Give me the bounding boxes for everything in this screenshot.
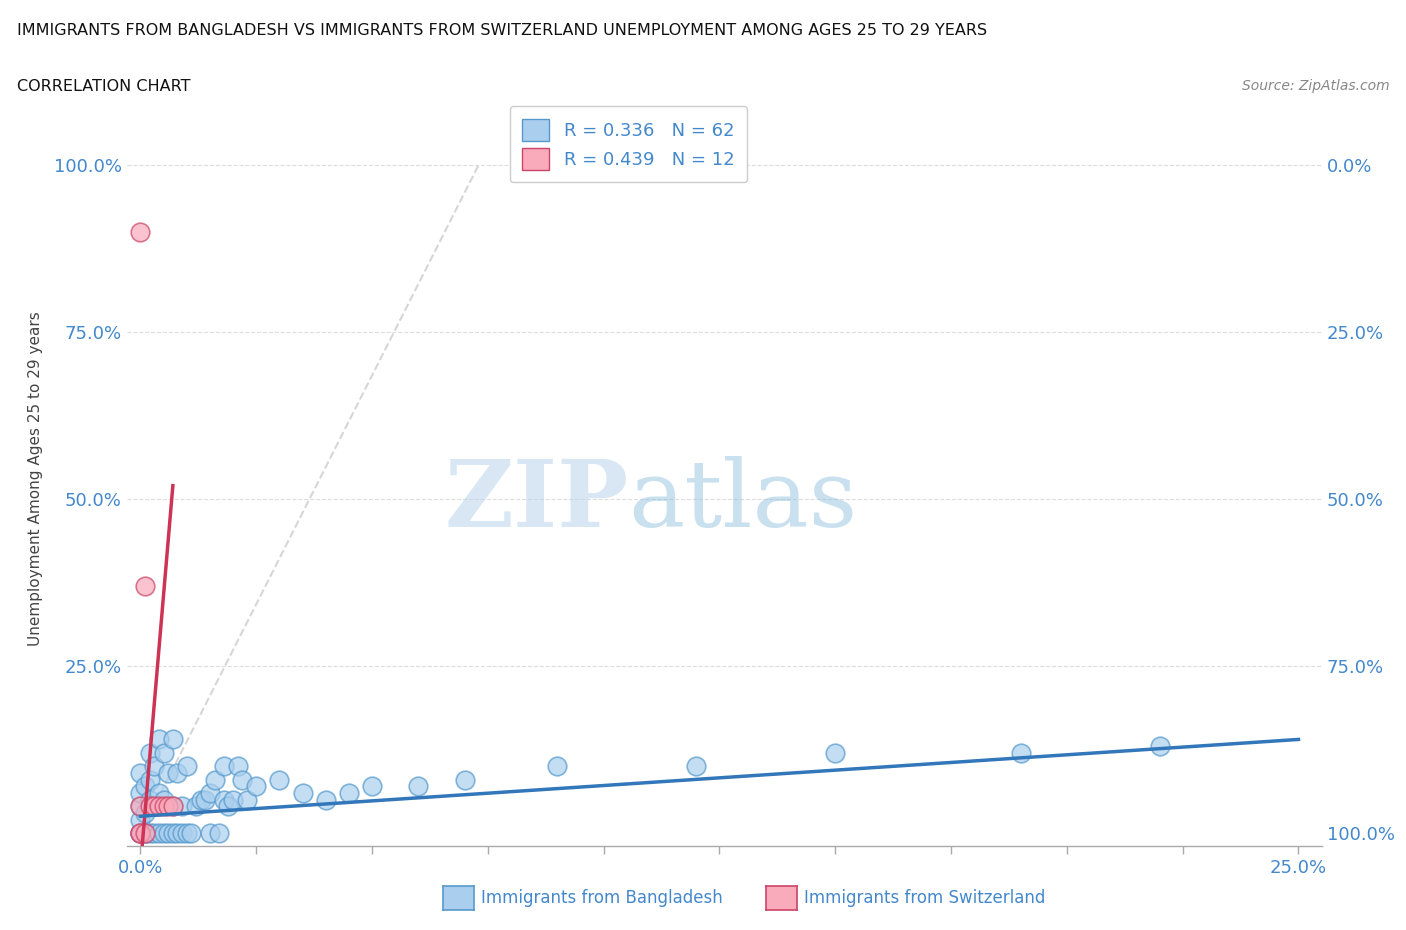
Point (408, 778, 430, 793)
Point (166, 826, 188, 841)
Point (129, 826, 152, 841)
Point (236, 792, 259, 807)
Point (157, 799, 180, 814)
Point (337, 786, 360, 801)
Point (194, 792, 217, 807)
Point (212, 792, 235, 807)
Point (824, 745, 846, 760)
Point (129, 826, 152, 841)
Point (217, 799, 239, 814)
Point (148, 732, 170, 747)
Point (180, 826, 202, 841)
Point (204, 772, 226, 787)
Point (129, 786, 152, 801)
Text: ZIP: ZIP (444, 456, 628, 546)
Text: CORRELATION CHART: CORRELATION CHART (17, 79, 190, 94)
Point (152, 745, 174, 760)
Text: atlas: atlas (628, 456, 858, 546)
Point (129, 812, 152, 827)
Point (138, 772, 160, 787)
Point (198, 786, 221, 801)
Point (1149, 738, 1171, 753)
Point (546, 759, 568, 774)
Point (143, 799, 166, 814)
Point (152, 799, 174, 814)
Point (134, 826, 156, 841)
Point (176, 826, 198, 841)
Point (138, 745, 160, 760)
Point (129, 826, 152, 841)
Y-axis label: Unemployment Among Ages 25 to 29 years: Unemployment Among Ages 25 to 29 years (28, 312, 42, 646)
Point (162, 799, 184, 814)
Point (222, 792, 245, 807)
Point (212, 759, 235, 774)
Text: Immigrants from Bangladesh: Immigrants from Bangladesh (481, 889, 723, 908)
Point (143, 759, 166, 774)
Point (134, 578, 156, 593)
Point (166, 765, 188, 780)
Point (1010, 745, 1032, 760)
Point (226, 759, 249, 774)
Point (134, 826, 156, 841)
Point (685, 759, 707, 774)
Point (143, 826, 166, 841)
Point (148, 826, 170, 841)
Point (134, 805, 156, 820)
Point (134, 826, 156, 841)
Point (162, 799, 184, 814)
Point (198, 826, 221, 841)
Text: Source: ZipAtlas.com: Source: ZipAtlas.com (1241, 79, 1389, 93)
Point (143, 799, 166, 814)
Point (454, 772, 477, 787)
Point (291, 786, 314, 801)
Point (315, 792, 337, 807)
Text: IMMIGRANTS FROM BANGLADESH VS IMMIGRANTS FROM SWITZERLAND UNEMPLOYMENT AMONG AGE: IMMIGRANTS FROM BANGLADESH VS IMMIGRANTS… (17, 23, 987, 38)
Point (138, 826, 160, 841)
Point (162, 732, 184, 747)
Point (152, 826, 174, 841)
Point (148, 799, 170, 814)
Point (148, 786, 170, 801)
Legend: R = 0.336   N = 62, R = 0.439   N = 12: R = 0.336 N = 62, R = 0.439 N = 12 (510, 106, 747, 182)
Point (129, 765, 152, 780)
Point (162, 826, 184, 841)
Point (172, 826, 194, 841)
Point (157, 826, 180, 841)
Point (129, 826, 152, 841)
Point (129, 224, 152, 239)
Point (152, 792, 174, 807)
Point (138, 792, 160, 807)
Point (190, 792, 212, 807)
Point (138, 799, 160, 814)
Point (176, 759, 198, 774)
Point (245, 778, 267, 793)
Point (172, 799, 194, 814)
Text: Immigrants from Switzerland: Immigrants from Switzerland (804, 889, 1046, 908)
Point (157, 765, 180, 780)
Point (231, 772, 253, 787)
Point (134, 778, 156, 793)
Point (129, 799, 152, 814)
Point (184, 799, 207, 814)
Point (269, 772, 291, 787)
Point (129, 799, 152, 814)
Point (361, 778, 384, 793)
Point (208, 826, 231, 841)
